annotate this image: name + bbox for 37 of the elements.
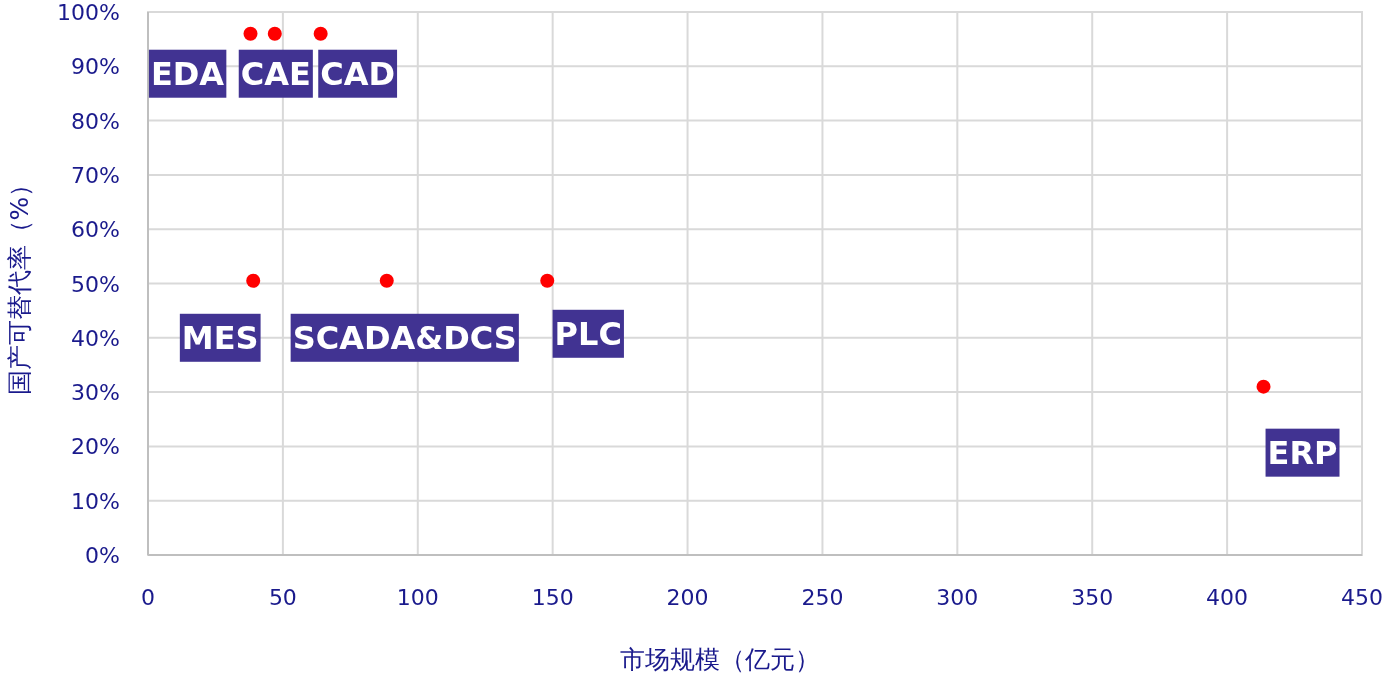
y-tick-label: 80% <box>71 108 120 134</box>
x-tick-label: 400 <box>1206 585 1249 610</box>
point <box>243 26 258 41</box>
y-tick-label: 50% <box>71 271 120 297</box>
annotation: EDA <box>148 49 227 98</box>
x-tick-label: 200 <box>666 585 709 610</box>
y-tick-label: 20% <box>71 434 120 460</box>
y-tick-label: 40% <box>71 325 120 351</box>
annotation: CAD <box>318 49 398 98</box>
x-tick-label: 100 <box>396 585 439 610</box>
x-tick-label: 50 <box>268 585 297 610</box>
point <box>246 273 261 288</box>
x-tick-label: 450 <box>1341 585 1383 610</box>
x-axis-title: 市场规模（亿元） <box>620 645 820 674</box>
annotation: PLC <box>552 309 624 358</box>
y-tick-label: 0% <box>85 543 120 568</box>
y-tick-label: 90% <box>71 54 120 80</box>
y-axis-title: 国产可替代率（%） <box>5 171 34 396</box>
x-tick-label: 300 <box>936 585 979 610</box>
annotation: CAE <box>238 49 313 98</box>
x-tick-label: 0 <box>141 585 155 610</box>
point <box>540 273 555 288</box>
point <box>379 273 394 288</box>
annotation: ERP <box>1265 428 1340 477</box>
point <box>313 26 328 41</box>
annotation: SCADA&DCS <box>290 313 519 362</box>
x-tick-label: 250 <box>801 585 844 610</box>
x-tick-label: 150 <box>531 585 574 610</box>
y-tick-label: 60% <box>71 217 120 243</box>
annotation: MES <box>179 313 261 362</box>
y-tick-label: 30% <box>71 380 120 406</box>
point <box>1256 379 1271 394</box>
x-tick-label: 350 <box>1071 585 1114 610</box>
y-tick-label: 70% <box>71 162 120 188</box>
y-tick-label: 100% <box>57 0 120 25</box>
point <box>267 26 282 41</box>
y-tick-label: 10% <box>71 488 120 514</box>
